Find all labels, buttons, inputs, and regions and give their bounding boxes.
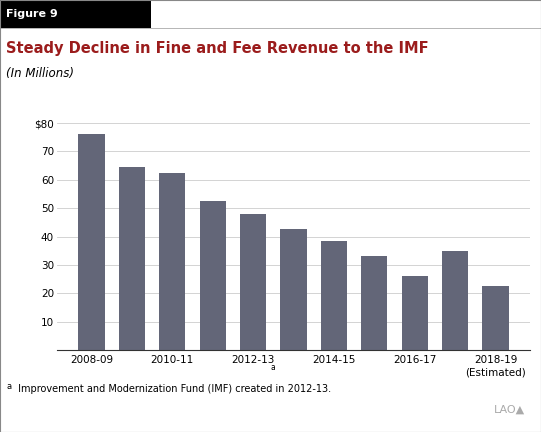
Text: LAO▲: LAO▲ — [493, 405, 525, 415]
Text: a: a — [270, 363, 275, 372]
Bar — [401, 276, 428, 350]
Text: a: a — [6, 382, 11, 391]
Text: Improvement and Modernization Fund (IMF) created in 2012-13.: Improvement and Modernization Fund (IMF)… — [15, 384, 331, 394]
Bar — [240, 214, 266, 350]
Bar — [118, 167, 145, 350]
Bar — [78, 134, 104, 350]
Bar — [321, 241, 347, 350]
Bar — [159, 173, 186, 350]
Bar — [200, 201, 226, 350]
Bar — [442, 251, 469, 350]
Bar — [361, 256, 387, 350]
Bar — [483, 286, 509, 350]
Text: Steady Decline in Fine and Fee Revenue to the IMF: Steady Decline in Fine and Fee Revenue t… — [6, 41, 429, 56]
Text: Figure 9: Figure 9 — [6, 9, 58, 19]
Text: (In Millions): (In Millions) — [6, 67, 75, 80]
Bar — [280, 229, 307, 350]
